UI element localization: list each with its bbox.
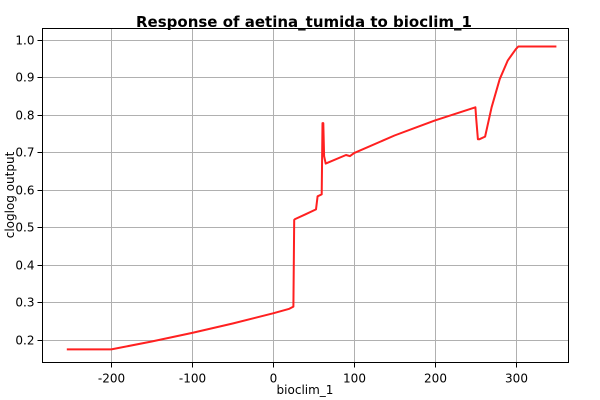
y-tick-label: 0.7 [15,146,34,160]
series-layer [66,45,557,351]
series-line [66,45,557,351]
x-axis-label: bioclim_1 [277,383,334,397]
chart-title: Response of aetina_tumida to bioclim_1 [136,13,472,31]
y-tick-label: 0.8 [15,109,34,123]
y-tick-label: 0.9 [15,71,34,85]
x-tick-label: 0 [270,372,278,386]
y-axis-label: cloglog output [3,151,17,238]
y-tick-label: 0.3 [15,296,34,310]
x-tick-label: -200 [98,372,125,386]
x-tick-label: 200 [424,372,447,386]
grid [42,28,569,363]
y-tick-label: 0.5 [15,221,34,235]
y-tick-labels: 0.2 0.3 0.4 0.5 0.6 0.7 0.8 0.9 1.0 [15,34,34,348]
y-tick-label: 0.2 [15,334,34,348]
y-tick-label: 0.4 [15,259,34,273]
x-tick-label: -100 [179,372,206,386]
ticks [37,40,517,368]
y-tick-label: 0.6 [15,184,34,198]
plot-frame [42,28,569,363]
y-tick-label: 1.0 [15,34,34,48]
x-tick-label: 300 [505,372,528,386]
x-tick-label: 100 [343,372,366,386]
x-tick-labels: -200 -100 0 100 200 300 [98,372,528,386]
